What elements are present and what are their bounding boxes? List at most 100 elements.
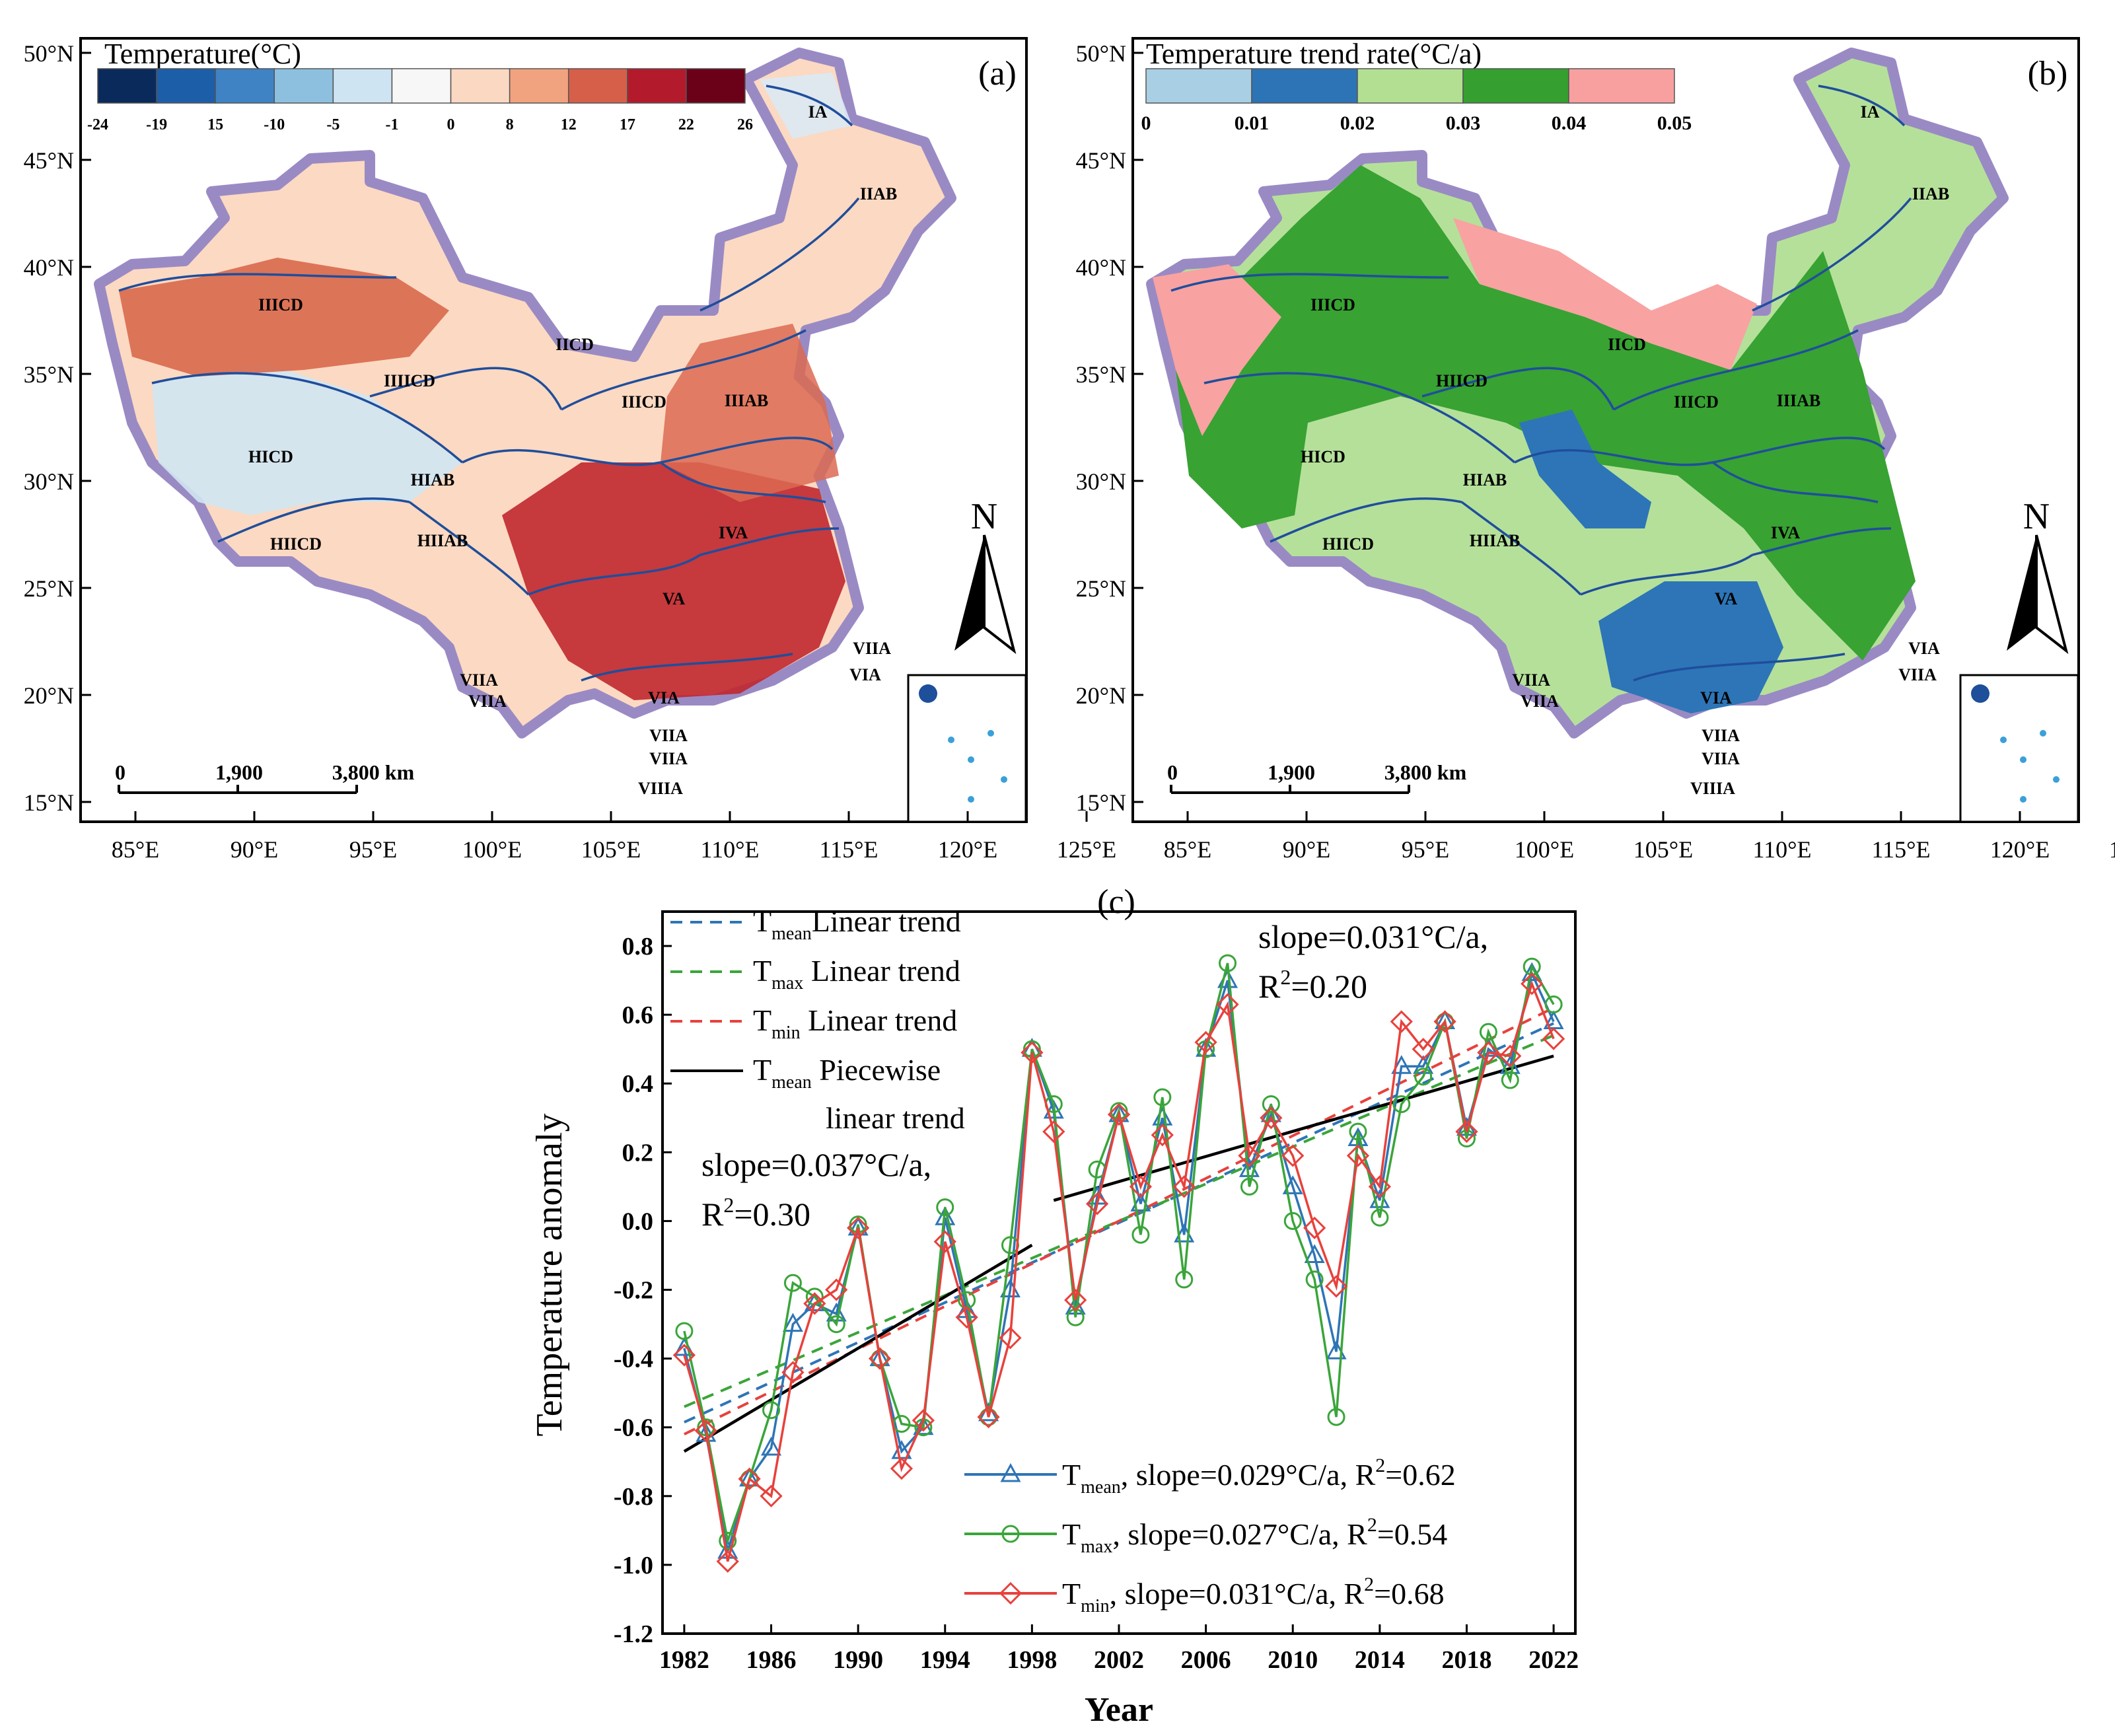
series-lines bbox=[672, 954, 1565, 1573]
panel_a-colorbar-swatch-2 bbox=[215, 68, 275, 104]
panel_a-region-label: VIA bbox=[849, 665, 881, 684]
panel_a-region-label: IIICD bbox=[258, 295, 303, 314]
panel_a-colorbar-tick: -1 bbox=[385, 116, 398, 133]
region-boundary bbox=[659, 461, 826, 503]
data-point-tmax bbox=[783, 1274, 802, 1292]
panel_a-colorbar-swatch-1 bbox=[156, 68, 216, 104]
data-point-tmax bbox=[1219, 954, 1237, 972]
panel_b-region-label: IIICD bbox=[1310, 295, 1355, 314]
region-boundary bbox=[1460, 501, 1582, 596]
data-point-tmin bbox=[803, 1292, 826, 1315]
panel_a-region-label: VA bbox=[663, 589, 685, 608]
data-point-tmin bbox=[1368, 1175, 1391, 1198]
data-point-tmax bbox=[1240, 1177, 1258, 1196]
panel_b-region-label: VIIIA bbox=[1690, 779, 1735, 798]
panel_a-colorbar-tick: -24 bbox=[87, 116, 108, 133]
map-b-lon-axis: 85°E 90°E 95°E 100°E 105°E 110°E 115°E 120°E 125… bbox=[1164, 811, 2115, 863]
panel_b-region-boundaries bbox=[1170, 85, 1912, 682]
region-boundary bbox=[766, 85, 853, 127]
series-line-tmin bbox=[683, 980, 1555, 1562]
y-tick-label: 0.6 bbox=[622, 1001, 654, 1029]
panel_a-colorbar-tick: 12 bbox=[561, 116, 577, 133]
data-point-tmin bbox=[1216, 993, 1239, 1016]
data-point-tmin bbox=[1455, 1120, 1478, 1143]
lon-tick-label: 85°E bbox=[1164, 836, 1211, 863]
x-tick-label: 1982 bbox=[659, 1646, 709, 1674]
island-mark bbox=[2040, 730, 2046, 737]
panel_a-colorbar-tick: 22 bbox=[678, 116, 694, 133]
y-tick-label: -0.4 bbox=[614, 1346, 653, 1373]
y-tick-label: 0.0 bbox=[622, 1208, 654, 1235]
panel_a-colorbar-swatch-4 bbox=[332, 68, 393, 104]
panel_b-region-label: HICD bbox=[1301, 447, 1345, 466]
annotation-left-slope: slope=0.037°C/a, bbox=[701, 1146, 931, 1183]
lon-tick-label: 110°E bbox=[1752, 836, 1811, 863]
region-boundary bbox=[660, 437, 834, 464]
panel_a-region-label: VIIA bbox=[649, 749, 688, 768]
island-mark bbox=[919, 684, 937, 703]
map-b-pink-north bbox=[1453, 218, 1757, 370]
panel_a-region-label: IIAB bbox=[860, 184, 897, 203]
data-point-tmin bbox=[781, 1361, 805, 1384]
data-point-tmax bbox=[1371, 1208, 1389, 1227]
map-a-legend-title: Temperature(°C) bbox=[104, 38, 301, 70]
panel-a-label: (a) bbox=[978, 55, 1017, 92]
data-point-tmin bbox=[955, 1306, 978, 1329]
map-a-tarim-warm bbox=[119, 258, 449, 377]
panel_b-colorbar-tick: 0.03 bbox=[1446, 112, 1481, 134]
map-b-pink-west bbox=[1153, 264, 1281, 436]
legend-swatch-marker-tmax bbox=[1001, 1525, 1020, 1543]
map-a-north-arrow bbox=[954, 534, 1017, 655]
lon-tick-label: 95°E bbox=[349, 836, 397, 863]
data-point-tmin bbox=[1238, 1144, 1261, 1167]
panel_a-region-label: HIIAB bbox=[417, 531, 468, 550]
lat-tick-label: 35°N bbox=[1076, 361, 1126, 388]
panel_b-region-label: HIICD bbox=[1436, 371, 1488, 390]
lon-tick-label: 105°E bbox=[581, 836, 641, 863]
data-point-tmin bbox=[760, 1484, 783, 1507]
panel_a-region-label: VIIA bbox=[460, 670, 498, 690]
panel_a-colorbar-tick: 8 bbox=[506, 116, 514, 133]
panel_b-region-label: IA bbox=[1861, 102, 1880, 122]
y-axis: -1.2 -1.0 -0.8 -0.6 -0.4 -0.2 0.0 0.2 0.4 0.6 0.8 bbox=[614, 933, 672, 1648]
linear-trend-tmin bbox=[684, 1006, 1554, 1435]
region-boundary bbox=[1580, 554, 1753, 596]
data-point-tmax bbox=[675, 1322, 694, 1340]
panel_b-colorbar-tick: 0.02 bbox=[1340, 112, 1375, 134]
panel_a-region-boundaries bbox=[118, 85, 860, 682]
data-point-tmax bbox=[980, 1408, 998, 1426]
panel_a-colorbar-tick: -19 bbox=[146, 116, 167, 133]
legend-label-tmean: Tmean, slope=0.029°C/a, R2=0.62 bbox=[1062, 1455, 1456, 1498]
data-point-tmean bbox=[782, 1313, 803, 1332]
legend-label-tmax: Tmax, slope=0.027°C/a, R2=0.54 bbox=[1062, 1514, 1447, 1557]
lat-tick-label: 15°N bbox=[24, 789, 74, 816]
lat-tick-label: 40°N bbox=[1076, 254, 1126, 281]
data-point-tmean bbox=[739, 1467, 760, 1487]
map-a-east-warm bbox=[661, 324, 839, 502]
data-point-tmean bbox=[1282, 1175, 1303, 1194]
panel_b-colorbar-swatch-0 bbox=[1145, 68, 1252, 104]
panel_b-colorbar-tick: 0.05 bbox=[1657, 112, 1692, 134]
panel_a-region-label: IVA bbox=[719, 523, 748, 542]
island-mark bbox=[948, 737, 954, 743]
data-point-tmax bbox=[1175, 1270, 1194, 1289]
legend-label-linear-tmean: TmeanLinear trend bbox=[753, 904, 961, 944]
annotation-left-r2: R2=0.30 bbox=[701, 1193, 810, 1233]
data-point-tmin bbox=[868, 1347, 892, 1370]
x-tick-label: 1986 bbox=[746, 1646, 797, 1674]
data-point-tmax bbox=[762, 1401, 781, 1420]
panel_b-colorbar-swatch-3 bbox=[1462, 68, 1569, 104]
region-boundary bbox=[1752, 527, 1892, 556]
region-boundary bbox=[151, 372, 464, 464]
map-a-region-labels: IA IIAB IIICD IICD IIIICD IIICD IIIAB HICD HIAB I… bbox=[248, 102, 897, 798]
data-point-tmean bbox=[1108, 1103, 1129, 1122]
data-point-tmin bbox=[1021, 1041, 1044, 1064]
y-tick-label: -0.2 bbox=[614, 1277, 653, 1305]
scale-a-tick-1: 1,900 bbox=[215, 760, 263, 784]
panel_a-region-label: VIIA bbox=[853, 639, 891, 658]
data-point-tmean bbox=[1435, 1010, 1456, 1030]
panel_a-region-label: HICD bbox=[248, 447, 293, 466]
lon-tick-label: 95°E bbox=[1402, 836, 1449, 863]
panel_a-region-label: VIA bbox=[648, 688, 680, 707]
